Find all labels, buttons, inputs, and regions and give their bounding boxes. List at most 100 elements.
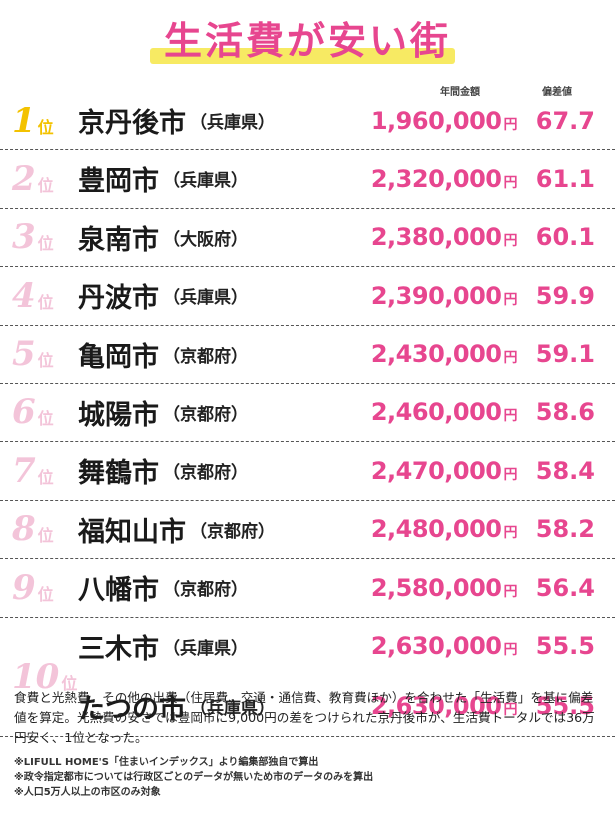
yen-unit: 円 [503,642,518,659]
yen-unit: 円 [503,350,518,367]
rank-suffix: 位 [37,175,54,195]
rank-number: 3 [12,217,36,258]
rank-suffix: 位 [37,351,54,371]
city-name-cell: 福知山市 （京都府） [78,501,275,558]
yen-unit: 円 [503,174,518,191]
yen-unit: 円 [503,525,518,542]
city-name-cell: 城陽市 （京都府） [78,384,248,441]
footnote: ※人口5万人以上の市区のみ対象 [14,787,161,798]
city-entry: 京丹後市 （兵庫県） 1,960,000 円 67.7 [0,92,615,149]
city-entry: たつの市 （兵庫県） 2,630,000 円 55.5 [0,678,615,735]
city-name-cell: 舞鶴市 （京都府） [78,442,248,499]
amount-value: 2,480,000 [370,515,502,544]
ranking-list: 1 位京丹後市 （兵庫県） 1,960,000 円 67.7 2 位豊岡市 （兵庫県） 2,320… [0,92,615,737]
amount-value: 2,630,000 [370,692,502,721]
yen-unit: 円 [503,291,518,308]
description-text: 食費と光熱費、その他の出費（住居費、交通・通信費、教育費ほか）を合わせた「生活費… [14,690,595,745]
city-entry: 亀岡市 （京都府） 2,430,000 円 59.1 [0,326,615,383]
annual-amount: 2,390,000 円 [352,267,518,324]
prefecture: （大阪府） [163,229,248,250]
city-name-cell: 京丹後市 （兵庫県） [78,92,275,149]
deviation-score: 59.1 [535,340,595,369]
deviation-score: 58.2 [535,515,595,544]
rank-number: 10 [12,656,60,697]
amount-value: 2,580,000 [370,573,502,602]
city-entry: 福知山市 （京都府） 2,480,000 円 58.2 [0,501,615,558]
city-name: 亀岡市 [78,341,159,373]
deviation-score: 58.6 [535,398,595,427]
ranking-row: 5 位亀岡市 （京都府） 2,430,000 円 59.1 [0,326,615,384]
rank-number: 9 [12,567,36,608]
yen-unit: 円 [503,116,518,133]
prefecture: （京都府） [163,404,248,425]
prefecture: （京都府） [163,463,248,484]
footnote: ※政令指定都市については行政区ごとのデータが無いため市のデータのみを算出 [14,772,374,783]
annual-amount: 2,430,000 円 [352,326,518,383]
deviation-score: 55.5 [535,692,595,721]
deviation-score: 58.4 [535,456,595,485]
city-entry: 城陽市 （京都府） 2,460,000 円 58.6 [0,384,615,441]
amount-value: 2,470,000 [370,456,502,485]
prefecture: （兵庫県） [163,638,248,659]
title-highlight [150,48,455,64]
city-name-cell: 泉南市 （大阪府） [78,209,248,266]
city-name: 丹波市 [78,283,159,315]
yen-unit: 円 [503,233,518,250]
deviation-score: 67.7 [535,106,595,135]
rank-suffix: 位 [61,673,78,693]
amount-value: 2,630,000 [370,632,502,661]
yen-unit: 円 [503,702,518,719]
annual-amount: 2,580,000 円 [352,559,518,616]
column-header-score: 偏差値 [542,87,572,98]
yen-unit: 円 [503,466,518,483]
annual-amount: 2,480,000 円 [352,501,518,558]
ranking-row: 9 位八幡市 （京都府） 2,580,000 円 56.4 [0,559,615,618]
city-entry: 舞鶴市 （京都府） 2,470,000 円 58.4 [0,442,615,499]
city-entry: 丹波市 （兵庫県） 2,390,000 円 59.9 [0,267,615,324]
city-name-cell: 豊岡市 （兵庫県） [78,150,248,207]
amount-value: 2,430,000 [370,340,502,369]
prefecture: （京都府） [163,580,248,601]
annual-amount: 2,630,000 円 [352,618,518,675]
ranking-row: 8 位福知山市 （京都府） 2,480,000 円 58.2 [0,501,615,560]
footnote: ※LIFULL HOME'S「住まいインデックス」より編集部独自で算出 [14,757,319,768]
rank-suffix: 位 [37,409,54,429]
rank-number: 8 [12,509,36,550]
rank-suffix: 位 [37,467,54,487]
city-name-cell: 八幡市 （京都府） [78,559,248,616]
city-name-cell: 亀岡市 （京都府） [78,326,248,383]
prefecture: （京都府） [163,346,248,367]
footnotes: ※LIFULL HOME'S「住まいインデックス」より編集部独自で算出 ※政令指定… [14,755,604,800]
prefecture: （京都府） [190,521,275,542]
ranking-row: 3 位泉南市 （大阪府） 2,380,000 円 60.1 [0,209,615,268]
prefecture: （兵庫県） [163,171,248,192]
prefecture: （兵庫県） [163,288,248,309]
deviation-score: 56.4 [535,573,595,602]
city-name: 豊岡市 [78,166,159,198]
city-name: 舞鶴市 [78,458,159,490]
amount-value: 1,960,000 [370,106,502,135]
yen-unit: 円 [503,583,518,600]
annual-amount: 1,960,000 円 [352,92,518,149]
yen-unit: 円 [503,408,518,425]
rank-number: 5 [12,334,36,375]
annual-amount: 2,380,000 円 [352,209,518,266]
city-name: 泉南市 [78,224,159,256]
rank-suffix: 位 [37,234,54,254]
page-title: 生活費が安い街 [163,19,451,63]
annual-amount: 2,470,000 円 [352,442,518,499]
annual-amount: 2,630,000 円 [352,678,518,735]
city-name: 城陽市 [78,399,159,431]
prefecture: （兵庫県） [190,698,275,719]
city-name-cell: 丹波市 （兵庫県） [78,267,248,324]
rank-number: 6 [12,392,36,433]
annual-amount: 2,320,000 円 [352,150,518,207]
